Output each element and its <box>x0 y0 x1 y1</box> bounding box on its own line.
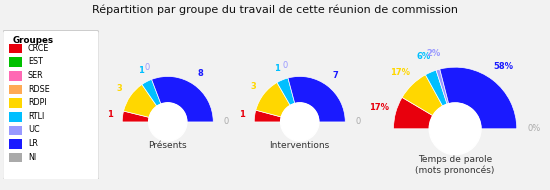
FancyBboxPatch shape <box>3 30 99 180</box>
Text: Interventions: Interventions <box>270 141 330 150</box>
Text: Répartition par groupe du travail de cette réunion de commission: Répartition par groupe du travail de cet… <box>92 5 458 15</box>
Text: 2%: 2% <box>426 48 440 58</box>
Text: Temps de parole
(mots prononcés): Temps de parole (mots prononcés) <box>415 155 495 175</box>
Text: CRCE: CRCE <box>28 44 49 53</box>
Text: 17%: 17% <box>390 68 410 77</box>
Text: 6%: 6% <box>417 52 431 61</box>
Text: Groupes: Groupes <box>12 36 53 45</box>
Wedge shape <box>426 70 447 106</box>
Text: 8: 8 <box>198 70 204 78</box>
Text: 0: 0 <box>223 117 229 126</box>
Text: 1: 1 <box>274 64 280 73</box>
Circle shape <box>280 103 319 141</box>
Text: NI: NI <box>28 153 36 162</box>
Text: 0%: 0% <box>527 124 541 133</box>
Wedge shape <box>254 110 281 122</box>
Bar <box>8 85 22 94</box>
Text: SER: SER <box>28 71 43 80</box>
Text: 3: 3 <box>251 82 256 91</box>
Text: Présents: Présents <box>148 141 187 150</box>
Wedge shape <box>122 111 149 122</box>
Wedge shape <box>124 85 157 117</box>
Text: EST: EST <box>28 57 43 66</box>
Text: RDPI: RDPI <box>28 98 46 107</box>
Text: 3: 3 <box>117 84 123 93</box>
Text: 58%: 58% <box>493 62 514 71</box>
Wedge shape <box>142 79 161 106</box>
Text: 0: 0 <box>282 61 287 70</box>
Bar <box>8 153 22 162</box>
Wedge shape <box>152 76 213 122</box>
Text: RTLI: RTLI <box>28 112 44 121</box>
Text: 17%: 17% <box>369 104 389 112</box>
Wedge shape <box>393 97 433 129</box>
Text: 0: 0 <box>355 117 361 126</box>
Text: RDSE: RDSE <box>28 85 50 94</box>
Bar <box>8 112 22 122</box>
Wedge shape <box>436 69 449 104</box>
Wedge shape <box>440 67 517 129</box>
Wedge shape <box>402 75 443 116</box>
Text: 1: 1 <box>239 110 245 119</box>
Bar <box>8 57 22 67</box>
Bar <box>8 71 22 81</box>
Text: 0: 0 <box>145 63 150 72</box>
Bar <box>8 98 22 108</box>
Bar <box>8 126 22 135</box>
Bar <box>8 44 22 53</box>
Wedge shape <box>288 76 345 122</box>
Text: LR: LR <box>28 139 37 148</box>
Wedge shape <box>256 82 290 117</box>
Text: 1: 1 <box>107 110 113 120</box>
Wedge shape <box>277 78 295 105</box>
Text: UC: UC <box>28 125 40 135</box>
Text: 1: 1 <box>138 66 144 75</box>
Text: 7: 7 <box>332 71 338 80</box>
Bar <box>8 139 22 149</box>
Circle shape <box>429 103 481 155</box>
Circle shape <box>148 103 187 141</box>
